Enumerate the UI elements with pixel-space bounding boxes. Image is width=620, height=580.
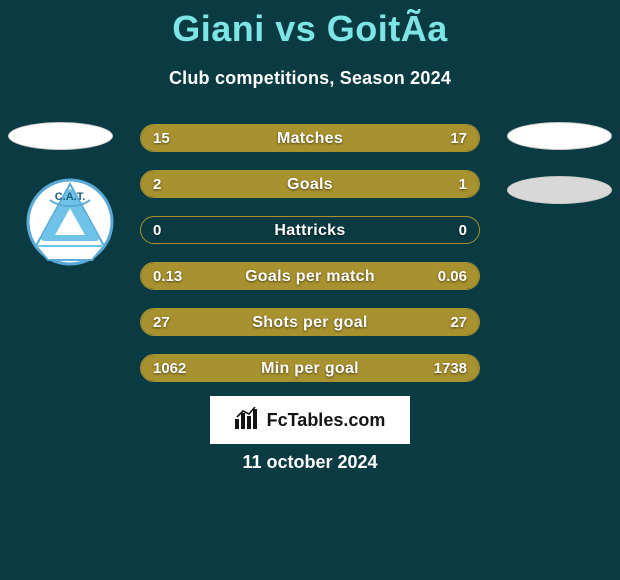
bar-chart-icon [235,407,261,434]
right-placeholder-ellipse-2 [507,176,612,204]
watermark: FcTables.com [210,396,410,444]
stat-row: 2727Shots per goal [140,308,480,336]
right-placeholder-ellipse [507,122,612,150]
stat-label: Shots per goal [141,309,479,335]
stats-block: 1517Matches 21Goals 00Hattricks 0.130.06Goa… [140,124,480,400]
stat-row: 21Goals [140,170,480,198]
stat-label: Goals [141,171,479,197]
stat-row: 0.130.06Goals per match [140,262,480,290]
date-text: 11 october 2024 [0,452,620,473]
team-badge-left: C.A.T. [20,178,120,266]
stat-row: 00Hattricks [140,216,480,244]
stat-label: Min per goal [141,355,479,381]
team-badge-text: C.A.T. [55,191,86,203]
watermark-text: FcTables.com [267,410,386,431]
page-title: Giani vs GoitÃa [0,0,620,50]
stat-label: Hattricks [141,217,479,243]
page-subtitle: Club competitions, Season 2024 [0,68,620,89]
stat-row: 1517Matches [140,124,480,152]
stat-row: 10621738Min per goal [140,354,480,382]
stat-label: Matches [141,125,479,151]
stat-label: Goals per match [141,263,479,289]
left-placeholder-ellipse [8,122,113,150]
